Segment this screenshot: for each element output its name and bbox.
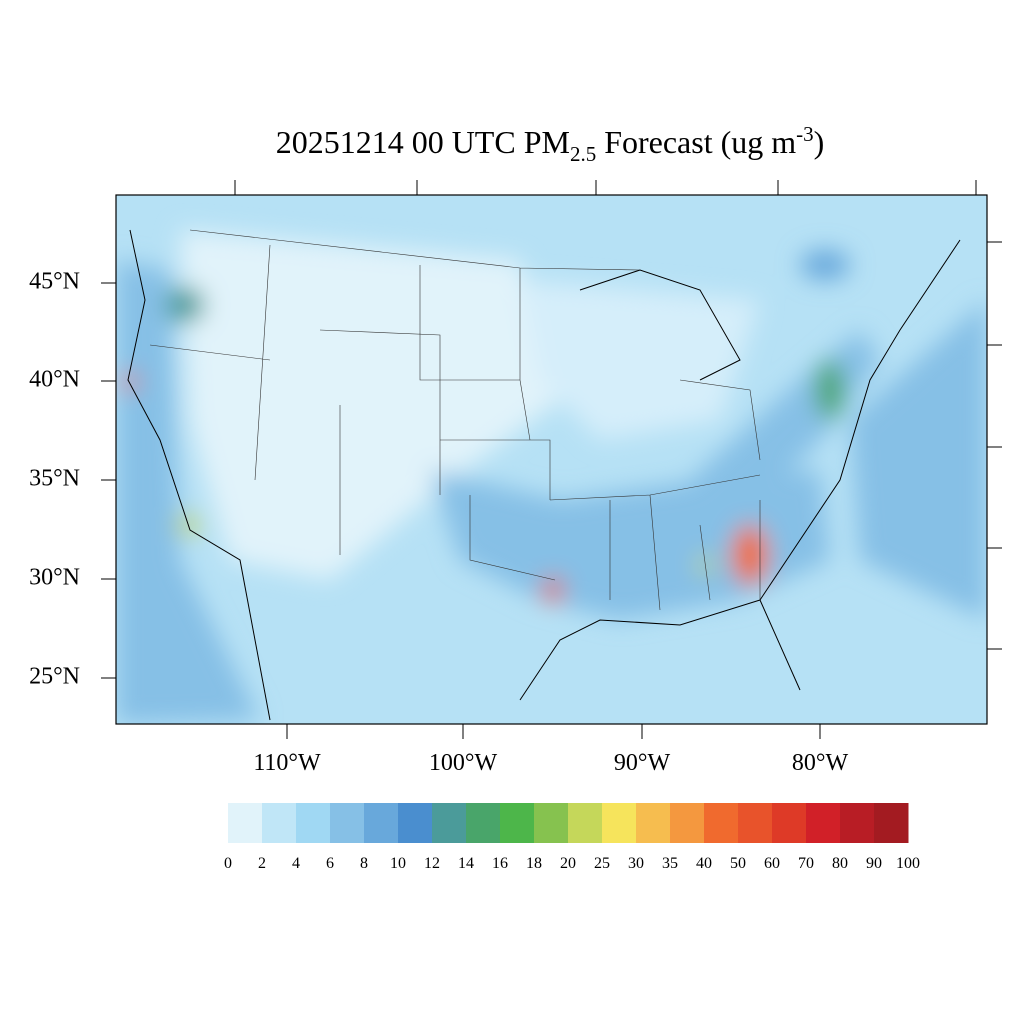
colorbar-bin	[840, 803, 875, 843]
colorbar-bin	[874, 803, 909, 843]
title: 20251214 00 UTC PM2.5 Forecast (ug m-3)	[276, 122, 825, 166]
lon-label: 100°W	[429, 750, 498, 776]
colorbar-label: 6	[326, 855, 334, 872]
colorbar-bin	[534, 803, 569, 843]
frame-ticks	[101, 180, 1002, 739]
colorbar-label: 4	[292, 855, 300, 872]
colorbar-label: 70	[798, 855, 814, 872]
map-frame	[115, 194, 988, 725]
colorbar-label: 18	[526, 855, 542, 872]
lon-label: 80°W	[792, 750, 849, 776]
colorbar-bin	[500, 803, 535, 843]
colorbar-bin	[602, 803, 637, 843]
colorbar-bin	[704, 803, 739, 843]
colorbar-label: 50	[730, 855, 746, 872]
lat-label: 45°N	[29, 269, 80, 295]
colorbar-label: 16	[492, 855, 508, 872]
colorbar-bin	[228, 803, 263, 843]
title-sub: 2.5	[570, 142, 596, 166]
colorbar-bin	[296, 803, 331, 843]
colorbar-label: 100	[896, 855, 920, 872]
colorbar-bin	[398, 803, 433, 843]
map-field	[116, 195, 987, 724]
colorbar-label: 60	[764, 855, 780, 872]
lat-label: 35°N	[29, 466, 80, 492]
colorbar-label: 90	[866, 855, 882, 872]
colorbar-label: 2	[258, 855, 266, 872]
title-sup: -3	[796, 122, 814, 146]
lon-label: 110°W	[253, 750, 321, 776]
boundaries	[127, 229, 961, 721]
colorbar-label: 30	[628, 855, 644, 872]
title-main: 20251214 00 UTC PM	[276, 124, 570, 160]
title-end: )	[814, 124, 825, 160]
colorbar-label: 8	[360, 855, 368, 872]
colorbar-bin	[262, 803, 297, 843]
colorbar: 0 2 4 6 8 10 12 14 16 18 20 25 30 35 40 50 60 70 80 90 100	[224, 803, 920, 872]
colorbar-bin	[670, 803, 705, 843]
colorbar-label: 14	[458, 855, 474, 872]
colorbar-label: 10	[390, 855, 406, 872]
colorbar-bin	[330, 803, 365, 843]
lat-label: 40°N	[29, 367, 80, 393]
colorbar-label: 40	[696, 855, 712, 872]
colorbar-bin	[806, 803, 841, 843]
colorbar-bin	[466, 803, 501, 843]
lat-label: 30°N	[29, 565, 80, 591]
colorbar-bin	[738, 803, 773, 843]
colorbar-label: 20	[560, 855, 576, 872]
colorbar-bin	[636, 803, 671, 843]
colorbar-label: 0	[224, 855, 232, 872]
colorbar-bin	[364, 803, 399, 843]
colorbar-label: 12	[424, 855, 440, 872]
colorbar-label: 80	[832, 855, 848, 872]
colorbar-bin	[432, 803, 467, 843]
title-mid: Forecast (ug m	[596, 124, 796, 160]
colorbar-bin	[568, 803, 603, 843]
colorbar-label: 35	[662, 855, 678, 872]
lon-label: 90°W	[614, 750, 671, 776]
lat-label: 25°N	[29, 664, 80, 690]
colorbar-label: 25	[594, 855, 610, 872]
colorbar-bin	[772, 803, 807, 843]
